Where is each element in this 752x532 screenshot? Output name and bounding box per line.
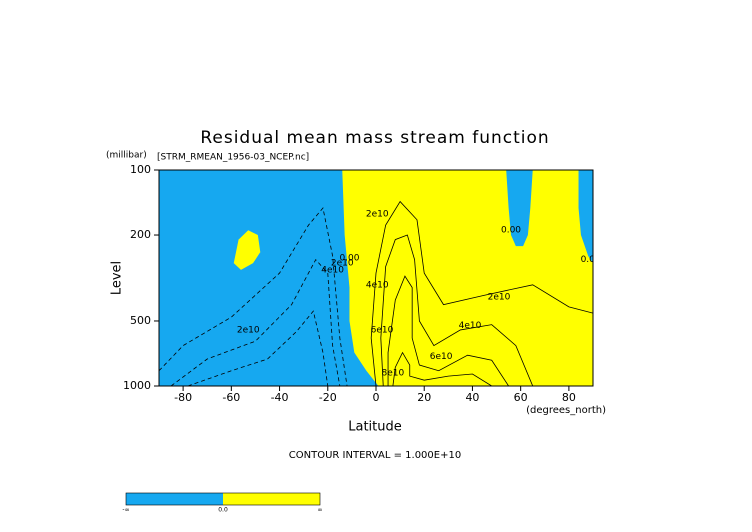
y-tick-label: 200: [130, 228, 151, 241]
colorbar-label: 0.0: [218, 507, 228, 514]
contour-line: [187, 310, 329, 386]
contour-label: 2e10: [331, 259, 354, 269]
y-unit: (millibar): [106, 151, 147, 161]
region: [342, 170, 593, 386]
contour-label: 2e10: [488, 292, 511, 302]
x-tick-label: 60: [514, 391, 528, 404]
contour-label: 4e10: [366, 280, 389, 290]
chart-title: Residual mean mass stream function: [200, 128, 549, 148]
y-tick-label: 100: [130, 163, 151, 176]
y-tick-label: 1000: [123, 379, 151, 392]
contour-label: 0.00: [581, 255, 601, 265]
x-tick-label: 0: [373, 391, 380, 404]
contour-note: CONTOUR INTERVAL = 1.000E+10: [289, 450, 461, 461]
plot-area: 2e104e106e108e104e102e106e100.000.000.00…: [123, 163, 601, 404]
colorbar-label: ∞: [318, 507, 323, 514]
x-axis-label: Latitude: [348, 420, 402, 435]
colorbar-frame: [125, 492, 321, 506]
contour-label: 6e10: [430, 352, 453, 362]
region: [233, 230, 261, 270]
x-tick-label: -20: [319, 391, 337, 404]
contour-label: 4e10: [321, 265, 344, 275]
x-tick-label: -40: [271, 391, 289, 404]
contour-label: 2e10: [366, 210, 389, 220]
contour-line: [370, 200, 593, 386]
contour-label: 2e10: [237, 325, 260, 335]
y-axis-label: Level: [110, 261, 125, 295]
y-tick-label: 500: [130, 314, 151, 327]
x-tick-label: -60: [222, 391, 240, 404]
contour-line: [380, 234, 534, 386]
contour-label: 0.00: [501, 226, 521, 236]
contour-label: 8e10: [382, 368, 405, 378]
colorbar-swatch: [126, 493, 223, 505]
contour-line: [159, 207, 348, 386]
contour-line: [392, 351, 492, 386]
contour-label: 6e10: [371, 325, 394, 335]
contour-line: [387, 275, 509, 386]
x-unit: (degrees_north): [526, 405, 606, 416]
colorbar-label: -∞: [122, 507, 129, 514]
contour-label: 0.00: [339, 253, 359, 263]
x-tick-label: 40: [465, 391, 479, 404]
x-tick-label: 20: [417, 391, 431, 404]
contour-label: 4e10: [459, 321, 482, 331]
x-tick-label: 80: [562, 391, 576, 404]
x-tick-label: -80: [174, 391, 192, 404]
field: 2e104e106e108e104e102e106e100.000.000.00…: [159, 170, 601, 386]
subtitle: [STRM_RMEAN_1956-03_NCEP.nc]: [157, 153, 309, 163]
colorbar-swatch: [223, 493, 320, 505]
colorbar: -∞ 0.0 ∞: [122, 492, 323, 514]
